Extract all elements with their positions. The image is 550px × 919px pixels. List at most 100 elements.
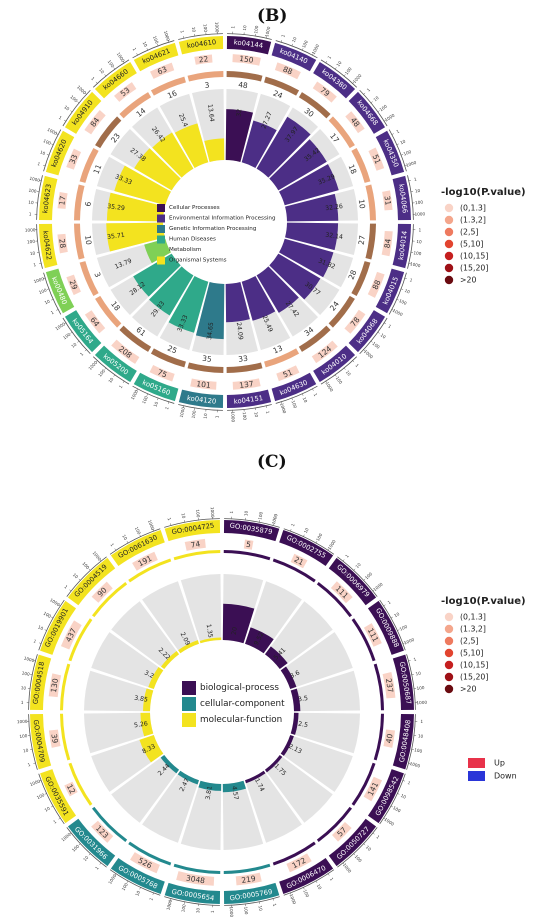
scale-label: 1: [229, 510, 234, 513]
rich-factor-bar: [148, 666, 164, 689]
term-segment: [223, 882, 280, 904]
scale-label: 10: [142, 41, 149, 48]
term-label: ko04623: [41, 183, 53, 213]
scale-tick: [363, 349, 366, 352]
scale-label: 1000: [279, 402, 287, 414]
scale-label: 1000: [23, 655, 35, 663]
term-segment: [279, 530, 334, 567]
scale-tick: [396, 143, 399, 146]
sig-count-bar: [226, 71, 263, 82]
ring-bar: [272, 558, 316, 583]
bg-count-bar: [383, 729, 396, 748]
bg-count-bar: [64, 781, 78, 797]
term-segment: [392, 175, 411, 221]
rich-factor-label: 13.64: [206, 104, 215, 123]
scale-tick: [372, 589, 375, 592]
sig-count-bar: [187, 71, 224, 82]
scale-label: 100: [242, 412, 248, 421]
scale-tick: [46, 154, 50, 156]
sig-count-label: 27: [357, 234, 367, 245]
scale-label: 10: [23, 747, 30, 753]
scale-tick: [78, 578, 81, 581]
scale-label: 100: [62, 331, 72, 340]
ring-bar: [223, 863, 271, 874]
category-legend-label: Organismal Systems: [169, 258, 227, 264]
scale-tick: [363, 578, 366, 581]
ring-bar: [351, 762, 376, 806]
scale-tick: [383, 119, 387, 122]
term-segment: [223, 520, 280, 542]
scale-label: 10: [98, 67, 105, 75]
term-segment: [178, 389, 224, 408]
rich-factor-bar: [178, 640, 199, 654]
scale-label: 100: [97, 368, 106, 378]
category-legend: biological-process cellular-component mole…: [182, 681, 285, 727]
scale-baseline: [227, 404, 272, 411]
scale-tick: [370, 340, 373, 343]
scale-tick: [146, 48, 149, 51]
rich-factor-bg: [280, 632, 353, 689]
scale-label: 10: [302, 396, 309, 403]
ring-bar: [373, 663, 384, 711]
scale-label: 100: [344, 66, 353, 76]
rich-factor-label: 3.81: [205, 786, 214, 801]
scale-tick: [139, 534, 141, 538]
scale-label: 10: [195, 907, 201, 913]
updown-legend-label: Up: [494, 759, 505, 768]
bg-count-bar: [382, 672, 396, 699]
scale-tick: [126, 880, 129, 883]
scale-baseline: [388, 129, 407, 172]
scale-tick: [152, 892, 154, 895]
scale-label: 10: [365, 845, 373, 853]
scale-tick: [303, 886, 305, 890]
panel-b-label: (B): [257, 6, 288, 26]
scale-label: 1: [50, 310, 55, 316]
scale-baseline: [132, 40, 175, 59]
category-legend-swatch: [157, 214, 165, 223]
rich-factor-bg: [180, 780, 222, 850]
scale-label: 1000: [33, 276, 45, 284]
rich-factor-bg: [280, 735, 353, 792]
rich-factor-bar: [264, 646, 288, 670]
scale-label: 1: [413, 176, 417, 182]
pvalue-legend: -log10(P.value) (0,1.3] (1.3,2] (2,5] (5,10]…: [441, 596, 526, 694]
bg-count-bar: [312, 81, 337, 103]
scale-baseline: [407, 224, 414, 269]
sig-count-bar: [226, 362, 263, 373]
scale-label: 1: [63, 584, 68, 590]
rich-factor-bg: [264, 601, 333, 670]
rich-factor-bar: [245, 770, 266, 784]
sig-count-bar: [95, 116, 122, 149]
scale-label: 10: [82, 855, 90, 863]
scale-label: 1: [375, 834, 380, 840]
scale-label: 100: [141, 395, 149, 405]
ring-bar: [373, 713, 384, 761]
scale-tick: [136, 53, 138, 56]
rich-factor-bar: [106, 192, 165, 222]
scale-tick: [88, 853, 91, 856]
bg-count-bar: [114, 82, 137, 102]
bg-count-label: 40: [384, 733, 394, 744]
rich-factor-bar: [269, 253, 321, 300]
scale-label: 100: [378, 103, 388, 112]
term-segment: [30, 713, 52, 770]
scale-tick: [408, 180, 411, 182]
scale-label: 100: [71, 843, 81, 852]
bg-count-label: 51: [282, 367, 294, 379]
scale-label: 1000: [230, 411, 235, 422]
category-legend-label: biological-process: [200, 683, 279, 693]
scale-tick: [39, 780, 42, 782]
category-legend-swatch: [157, 256, 165, 265]
category-legend-label: Genetic Information Processing: [169, 226, 257, 232]
scale-label: 1: [280, 34, 286, 38]
sig-count-label: 3: [204, 80, 210, 90]
scale-tick: [99, 862, 102, 865]
scale-tick: [301, 48, 304, 51]
scale-baseline: [275, 40, 318, 59]
